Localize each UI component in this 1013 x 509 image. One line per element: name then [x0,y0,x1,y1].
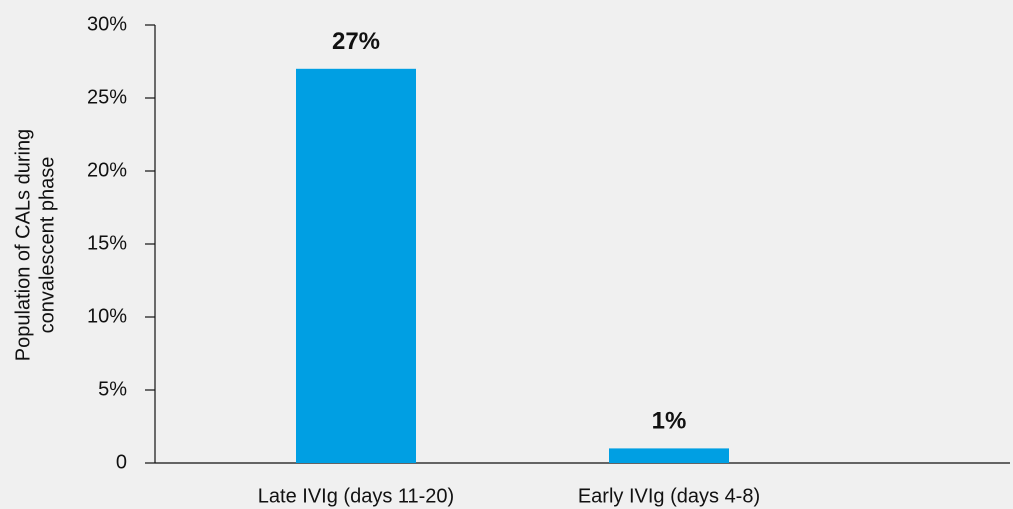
y-tick-label: 10% [87,305,127,327]
value-label: 1% [652,408,687,435]
x-tick-label: Early IVIg (days 4-8) [578,485,760,507]
y-tick-label: 0 [116,451,127,473]
x-tick-label: Late IVIg (days 11-20) [258,485,454,507]
value-label: 27% [332,28,380,55]
y-axis-title-line: Population of CALs during [12,129,34,361]
y-tick-label: 5% [98,378,127,400]
y-axis-title-line: convalescent phase [36,157,58,334]
y-tick-label: 30% [87,13,127,35]
y-tick-label: 15% [87,232,127,254]
y-tick-label: 25% [87,86,127,108]
bar [609,448,729,463]
y-axis-title: Population of CALs during convalescent p… [12,129,58,361]
y-tick-label: 20% [87,159,127,181]
bar [296,68,416,464]
